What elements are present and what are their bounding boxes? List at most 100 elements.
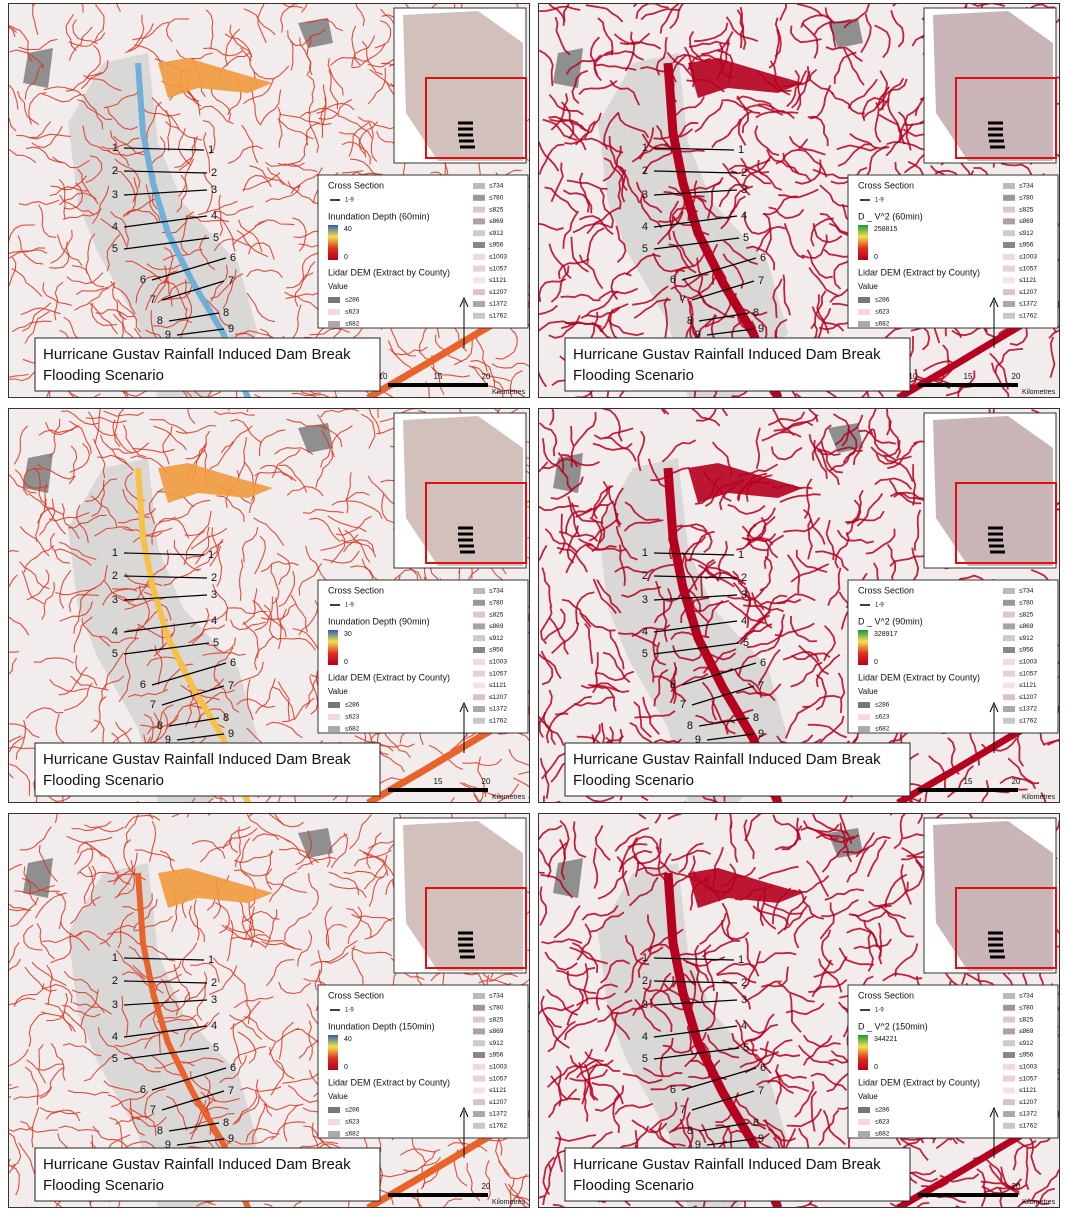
stream (366, 832, 382, 870)
stream (887, 441, 919, 470)
stream (690, 525, 713, 554)
stream (305, 122, 332, 146)
stream (19, 526, 50, 557)
stream (8, 574, 18, 589)
stream (807, 518, 813, 560)
stream (8, 863, 23, 871)
stream (834, 531, 850, 569)
stream (810, 1090, 818, 1132)
stream (270, 565, 280, 605)
legend-item: ≤1003 (489, 659, 507, 666)
stream (538, 652, 562, 680)
stream (798, 888, 825, 920)
section-label: 7 (758, 680, 764, 692)
stream (485, 1160, 491, 1201)
scale-label: 20 (482, 372, 491, 381)
stream (866, 839, 887, 878)
section-label: 9 (228, 1133, 234, 1145)
stream (742, 950, 762, 990)
stream (820, 929, 834, 966)
stream (878, 922, 883, 965)
stream (234, 826, 241, 868)
cross-section-line (123, 642, 210, 655)
section-label: 2 (112, 570, 118, 582)
scale-bar (388, 1193, 488, 1197)
legend-ramp-min: 0 (344, 1064, 348, 1071)
stream (113, 408, 125, 447)
stream (572, 222, 613, 234)
section-label: 8 (753, 307, 759, 319)
stream (343, 539, 375, 553)
stream (743, 604, 784, 613)
stream (242, 621, 260, 659)
legend-swatch (1003, 301, 1015, 307)
stream (276, 552, 291, 586)
stream (550, 1075, 581, 1101)
stream (104, 652, 124, 690)
stream (59, 601, 94, 622)
legend-ramp-max: 40 (344, 226, 352, 233)
section-label: 9 (758, 323, 764, 335)
stream (237, 437, 247, 478)
stream (278, 637, 317, 651)
stream (212, 957, 246, 985)
section-label: 8 (687, 315, 693, 327)
section-label: 6 (670, 679, 676, 691)
cross-section-line (653, 642, 740, 655)
stream (242, 172, 281, 191)
stream (549, 617, 569, 655)
section-label: 5 (213, 637, 219, 649)
cross-section-line (161, 1090, 225, 1111)
stream (236, 698, 275, 709)
legend-item: ≤1762 (1019, 313, 1037, 320)
stream (123, 839, 137, 876)
stream (572, 821, 587, 858)
stream (617, 112, 650, 139)
legend-swatch (473, 194, 485, 201)
stream (100, 218, 129, 249)
stream (729, 821, 739, 863)
legend-item: ≤1003 (1019, 254, 1037, 261)
legend-item: ≤734 (1019, 993, 1034, 1000)
stream (83, 564, 108, 597)
stream (285, 838, 319, 864)
stream (257, 3, 267, 44)
stream (175, 424, 217, 434)
cross-section-line (653, 237, 740, 250)
stream (851, 904, 892, 918)
stream (114, 868, 136, 899)
stream (1040, 792, 1047, 803)
stream (138, 585, 150, 625)
stream (302, 509, 344, 514)
stream (242, 588, 258, 625)
stream (227, 607, 267, 615)
stream (206, 644, 246, 656)
stream (61, 1004, 101, 1018)
stream (387, 340, 415, 373)
stream (114, 1035, 156, 1048)
legend-item: ≤912 (489, 1040, 504, 1047)
legend-swatch (1003, 312, 1015, 319)
stream (731, 1032, 762, 1062)
stream (538, 504, 579, 512)
stream (672, 645, 704, 662)
stream (538, 222, 564, 231)
stream (811, 306, 845, 332)
stream (225, 28, 241, 67)
legend-item: ≤869 (1019, 1028, 1034, 1035)
stream (190, 962, 220, 983)
legend-swatch (473, 658, 485, 665)
stream (286, 135, 308, 166)
stream (8, 148, 37, 163)
section-label: 6 (230, 252, 236, 264)
section-label: 1 (112, 142, 118, 154)
stream (573, 412, 597, 447)
stream (759, 555, 773, 592)
stream (203, 132, 211, 174)
inset-map (933, 416, 1053, 566)
stream (599, 303, 629, 332)
legend-swatch (473, 183, 485, 189)
stream (794, 159, 822, 185)
